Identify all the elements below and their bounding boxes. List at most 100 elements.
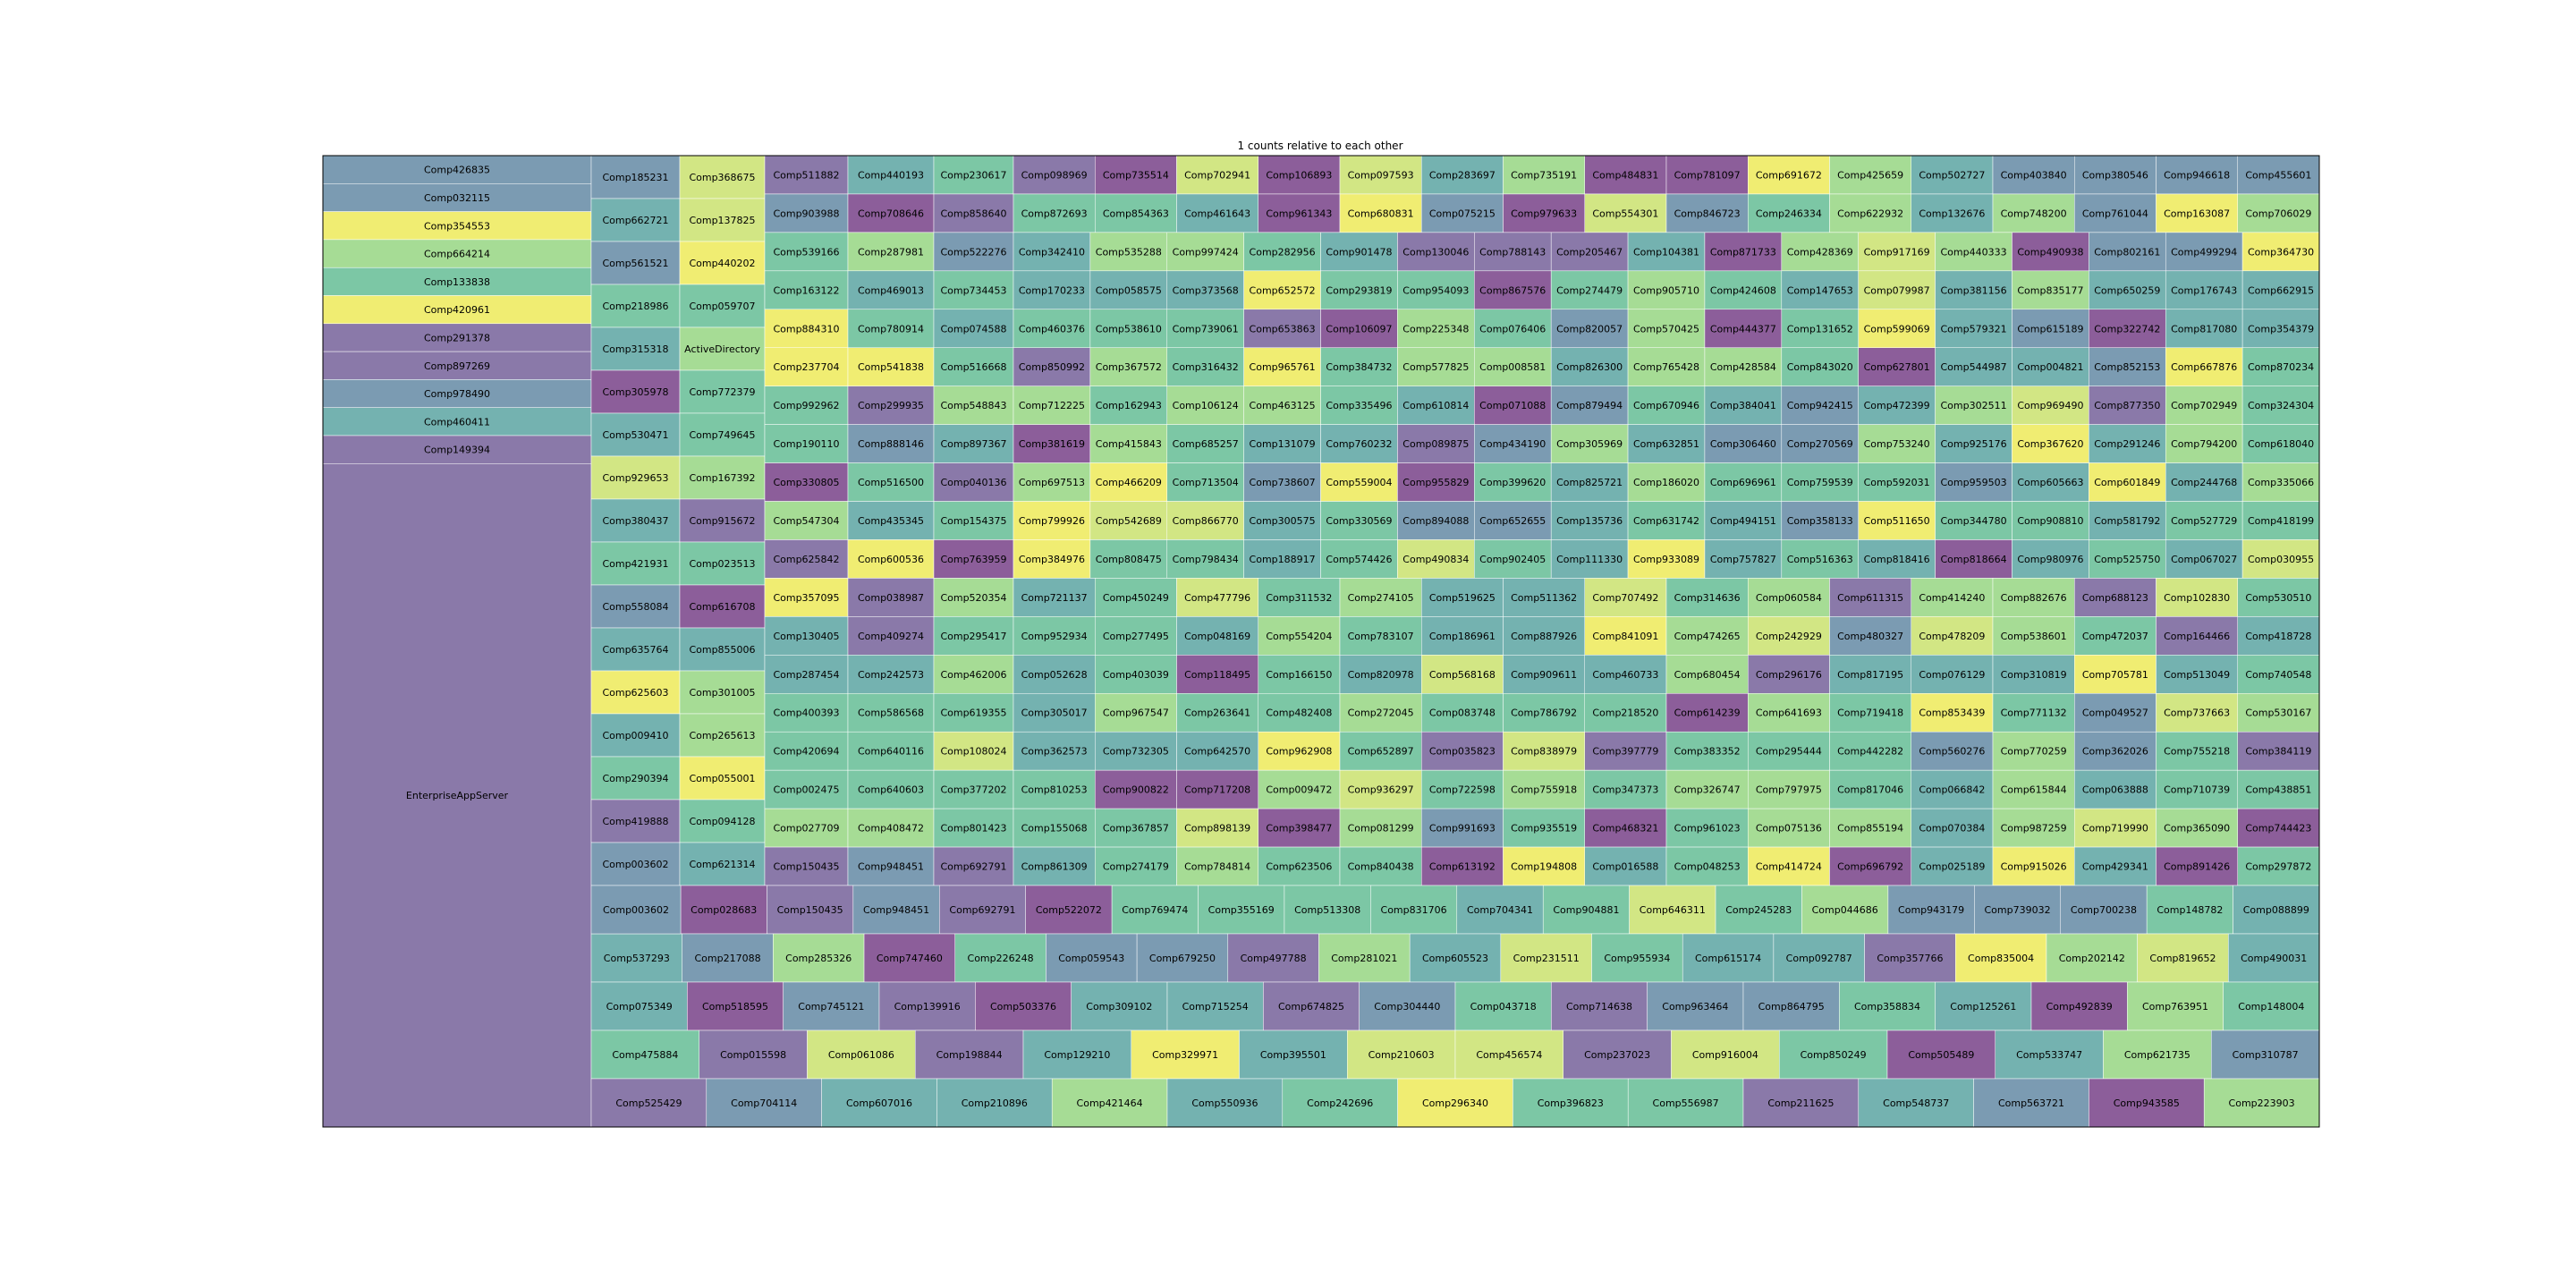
treemap-cell bbox=[1864, 933, 1956, 983]
treemap-cell bbox=[1503, 693, 1585, 733]
treemap-cell bbox=[933, 808, 1014, 848]
treemap-cell bbox=[1992, 769, 2075, 809]
treemap-cell bbox=[1665, 155, 1749, 195]
treemap-cell-label: Comp783107 bbox=[1348, 631, 1414, 642]
treemap-cell bbox=[2165, 270, 2243, 310]
treemap-cell-label: Comp516500 bbox=[858, 477, 924, 488]
treemap-cell bbox=[322, 183, 592, 212]
treemap-cell-label: Comp490031 bbox=[2241, 953, 2307, 964]
treemap-cell-label: Comp904881 bbox=[1553, 904, 1619, 916]
treemap-cell-label: Comp854363 bbox=[1103, 208, 1169, 219]
treemap-cell-label: Comp015598 bbox=[720, 1049, 786, 1061]
treemap-cell-label: Comp537293 bbox=[604, 953, 670, 964]
treemap-cell-label: Comp438851 bbox=[2245, 784, 2311, 796]
treemap-cell-label: Comp530167 bbox=[2245, 708, 2311, 719]
treemap-cell bbox=[1858, 270, 1936, 310]
treemap-cell-label: Comp272045 bbox=[1348, 708, 1414, 719]
treemap-cell bbox=[1584, 155, 1667, 195]
treemap-cell bbox=[679, 412, 766, 457]
treemap-cell-label: Comp835004 bbox=[1968, 953, 2034, 964]
treemap-cell bbox=[1239, 1030, 1348, 1080]
treemap-cell bbox=[1258, 693, 1341, 733]
treemap-cell-label: Comp866770 bbox=[1173, 515, 1239, 527]
treemap-cell-label: Comp009472 bbox=[1266, 784, 1332, 796]
treemap-cell-label: Comp619355 bbox=[940, 708, 1006, 719]
treemap-cell-label: Comp237023 bbox=[1584, 1049, 1650, 1061]
treemap-cell bbox=[2089, 232, 2166, 272]
treemap-cell-label: Comp070384 bbox=[1919, 823, 1985, 835]
treemap-cell bbox=[1781, 386, 1859, 425]
treemap-cell-label: Comp293819 bbox=[1326, 284, 1392, 296]
treemap-cell bbox=[2156, 693, 2238, 733]
treemap-cell-label: Comp780914 bbox=[858, 323, 924, 335]
treemap-cell-label: Comp049527 bbox=[2082, 708, 2148, 719]
treemap-cell-label: Comp364730 bbox=[2248, 246, 2314, 258]
treemap-cell bbox=[1627, 462, 1706, 502]
treemap-cell bbox=[2030, 981, 2128, 1031]
treemap-cell bbox=[1801, 885, 1889, 935]
treemap-cell bbox=[847, 270, 935, 310]
treemap-cell-label: Comp563721 bbox=[1998, 1097, 2064, 1109]
treemap-cell bbox=[1243, 386, 1321, 425]
treemap-cell-label: Comp818664 bbox=[1940, 554, 2006, 565]
treemap-cell-label: Comp991693 bbox=[1429, 823, 1496, 835]
treemap-cell bbox=[863, 933, 955, 983]
treemap-cell-label: Comp150435 bbox=[777, 904, 843, 916]
treemap-cell bbox=[2237, 616, 2320, 656]
treemap-cell-label: Comp478209 bbox=[1919, 631, 1985, 642]
treemap-cell-label: Comp560276 bbox=[1919, 746, 1985, 758]
treemap-cell-label: Comp737663 bbox=[2164, 708, 2230, 719]
treemap-cell-label: Comp414240 bbox=[1919, 592, 1985, 604]
treemap-cell-label: Comp490938 bbox=[2017, 246, 2083, 258]
treemap-cell bbox=[1397, 309, 1475, 348]
treemap-cell-label: Comp188917 bbox=[1250, 554, 1316, 565]
treemap-cell bbox=[1550, 309, 1629, 348]
treemap-cell-label: Comp818416 bbox=[1864, 554, 1930, 565]
treemap-cell bbox=[1911, 155, 1994, 195]
treemap-cell bbox=[1935, 270, 2012, 310]
treemap-cell bbox=[1839, 981, 1936, 1031]
treemap-cell-label: Comp579321 bbox=[1940, 323, 2006, 335]
treemap-cell bbox=[1166, 462, 1244, 502]
treemap-cell-label: Comp475884 bbox=[612, 1049, 678, 1061]
treemap-cell-label: Comp513049 bbox=[2164, 669, 2230, 681]
treemap-cell-label: Comp948451 bbox=[863, 904, 929, 916]
treemap-cell bbox=[679, 198, 766, 242]
treemap-cell-label: Comp231511 bbox=[1513, 953, 1580, 964]
treemap-cell bbox=[1665, 693, 1749, 733]
treemap-cell-label: Comp905710 bbox=[1633, 284, 1699, 296]
treemap-cell bbox=[1665, 655, 1749, 694]
treemap-cell-label: Comp538601 bbox=[2001, 631, 2067, 642]
treemap-cell-label: Comp106097 bbox=[1326, 323, 1392, 335]
treemap-cell-label: Comp309102 bbox=[1086, 1001, 1152, 1013]
treemap-cell bbox=[1704, 462, 1783, 502]
treemap-cell bbox=[933, 309, 1014, 348]
treemap-cells: Comp426835 Comp032115 Comp354553 Comp664214… bbox=[322, 155, 2320, 1128]
treemap-cell-label: Comp494151 bbox=[1710, 515, 1776, 527]
treemap-cell bbox=[1095, 846, 1177, 886]
treemap-cell-label: Comp076129 bbox=[1919, 669, 1985, 681]
treemap-cell-label: Comp395501 bbox=[1260, 1049, 1326, 1061]
treemap-cell-label: Comp855006 bbox=[689, 644, 755, 656]
treemap-cell bbox=[1671, 1030, 1780, 1080]
treemap-cell bbox=[2237, 655, 2320, 694]
treemap-cell-label: Comp627801 bbox=[1864, 361, 1930, 373]
treemap-cell-label: Comp891426 bbox=[2164, 861, 2230, 873]
treemap-cell-label: Comp841091 bbox=[1592, 631, 1658, 642]
treemap-cell-label: Comp518595 bbox=[702, 1001, 768, 1013]
treemap-cell bbox=[2237, 193, 2320, 233]
treemap-cell-label: Comp186961 bbox=[1429, 631, 1496, 642]
treemap-cell-label: Comp797975 bbox=[1756, 784, 1822, 796]
treemap-cell bbox=[1858, 309, 1936, 348]
treemap-cell bbox=[2165, 232, 2243, 272]
treemap-cell-label: Comp735514 bbox=[1103, 169, 1169, 181]
treemap-cell-label: Comp383352 bbox=[1674, 746, 1741, 758]
treemap-cell bbox=[1973, 1078, 2089, 1128]
treemap-cell-label: Comp154375 bbox=[940, 515, 1006, 527]
treemap-cell bbox=[2137, 933, 2229, 983]
treemap-cell-label: Comp697513 bbox=[1019, 477, 1085, 488]
treemap-cell bbox=[2237, 769, 2320, 809]
treemap-cell bbox=[1454, 981, 1552, 1031]
treemap-cell bbox=[1748, 808, 1830, 848]
